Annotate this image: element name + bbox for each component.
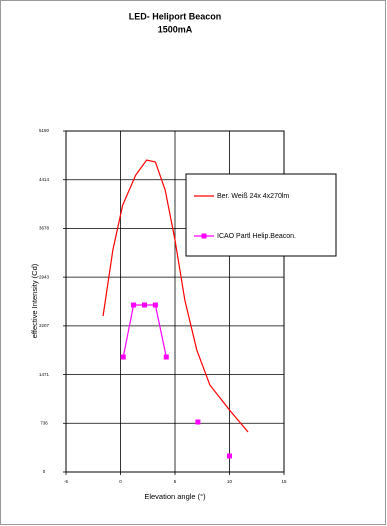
- legend-label: Ber. Weiß 24x 4x270lm: [217, 193, 289, 200]
- y-tick-label: 4414: [39, 177, 50, 182]
- x-tick-label: 15: [281, 479, 287, 484]
- marker: [131, 302, 137, 308]
- marker: [195, 419, 201, 425]
- y-tick-label: 5150: [39, 128, 50, 133]
- legend-box: [185, 173, 337, 257]
- y-tick-label: 0: [43, 469, 46, 474]
- marker: [152, 302, 158, 308]
- y-tick-label: 1471: [39, 372, 50, 377]
- y-axis-label: effective Intensity (Cd): [30, 263, 39, 338]
- chart-title: LED- Heliport Beacon: [129, 11, 222, 21]
- series-line: [102, 159, 249, 433]
- x-tick-label: 10: [227, 479, 233, 484]
- marker: [163, 354, 169, 360]
- legend-marker: [201, 233, 207, 239]
- plot-frame: [65, 130, 285, 473]
- y-tick-label: 2943: [39, 274, 50, 279]
- y-tick-label: 3678: [39, 226, 50, 231]
- legend-label: ICAO Partl Helip.Beacon.: [217, 233, 296, 240]
- marker: [141, 302, 147, 308]
- x-axis-label: Elevation angle (°): [144, 492, 206, 501]
- marker: [120, 354, 126, 360]
- y-tick-label: 736: [40, 420, 48, 425]
- chart-subtitle: 1500mA: [158, 24, 193, 34]
- x-tick-label: 5: [174, 479, 177, 484]
- marker: [227, 453, 232, 459]
- x-tick-label: 0: [119, 479, 122, 484]
- y-tick-label: 2207: [39, 323, 50, 328]
- x-tick-label: -5: [64, 479, 68, 484]
